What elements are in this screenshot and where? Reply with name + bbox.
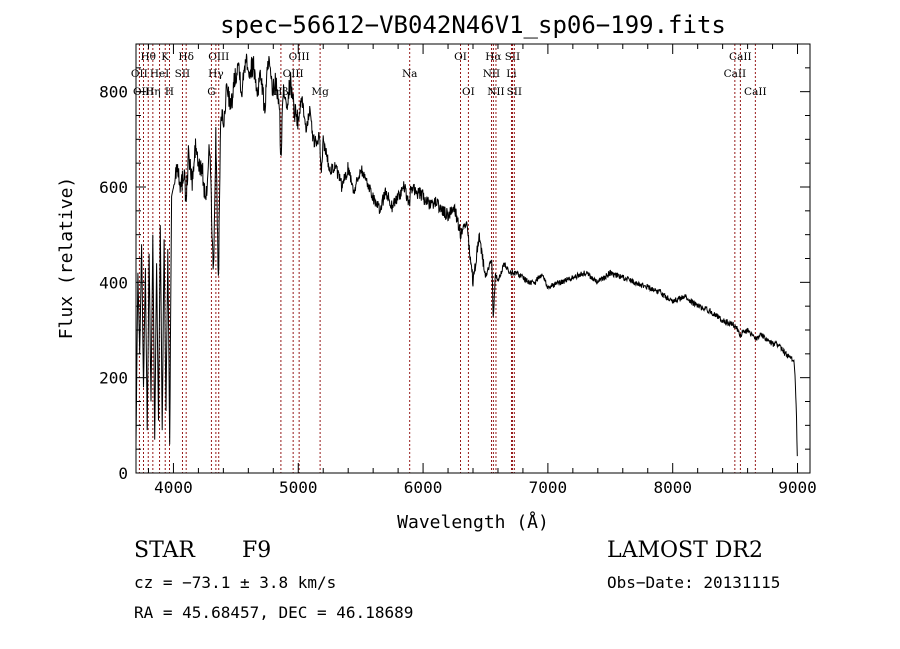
line-label-27: CaII [744,86,767,98]
line-label-1: K [161,51,169,63]
line-label-19: Hη [145,86,160,98]
y-tick-label-1: 200 [99,369,128,388]
line-label-2: Hδ [178,51,193,63]
ra-dec-coordinates: RA = 45.68457, DEC = 46.18689 [134,603,414,622]
line-label-6: Hα [485,51,501,63]
line-label-11: SII [175,68,191,80]
observation-date: Obs−Date: 20131115 [607,573,781,592]
redshift-velocity: cz = −73.1 ± 3.8 km/s [134,573,337,592]
spectral-line-markers: Hθ K Hδ OIII OIII OI Hα SII CaII OII HeI SII Hγ OIII N… [131,44,767,473]
line-label-13: OIII [283,68,304,80]
line-label-10: HeI [150,68,170,80]
line-label-20: H [165,86,174,98]
line-label-3: OIII [208,51,229,63]
x-tick-label-4: 8000 [653,478,692,497]
line-label-15: NII [483,68,500,80]
chart-title: spec−56612−VB042N46V1_sp06−199.fits [220,11,726,39]
y-axis-label: Flux (relative) [56,177,77,340]
line-label-14: Na [402,68,417,80]
y-tick-label-3: 600 [99,178,128,197]
spectrum-series [135,53,798,457]
plot-frame [135,43,811,474]
spectrum-line [135,53,798,457]
line-label-25: NII [487,86,504,98]
line-label-7: SII [505,51,521,63]
axes: 4000 5000 6000 7000 8000 9000 0 200 400 600 800 [99,44,817,497]
line-label-8: CaII [729,51,752,63]
line-label-26: SII [507,86,523,98]
line-label-12: Hγ [208,68,223,80]
y-tick-label-0: 0 [118,464,128,483]
line-label-4: OIII [289,51,310,63]
y-tick-label-2: 400 [99,273,128,292]
line-label-23: Mg [311,86,329,98]
line-label-0: Hθ [140,51,155,63]
x-axis-label: Wavelength (Å) [397,511,549,533]
line-label-21: G [207,86,215,98]
x-tick-label-2: 6000 [404,478,443,497]
survey-name: LAMOST DR2 [607,538,763,563]
line-label-5: OI [454,51,467,63]
y-tick-label-4: 800 [99,83,128,102]
line-label-16: Li [506,68,517,80]
x-tick-label-0: 4000 [154,478,193,497]
x-tick-label-1: 5000 [279,478,318,497]
object-class: STAR [134,538,195,563]
object-subclass: F9 [242,538,272,563]
line-label-24: OI [462,86,475,98]
line-label-9: OII [131,68,148,80]
x-tick-label-3: 7000 [529,478,568,497]
line-label-17: CaII [724,68,747,80]
x-tick-label-5: 9000 [778,478,817,497]
